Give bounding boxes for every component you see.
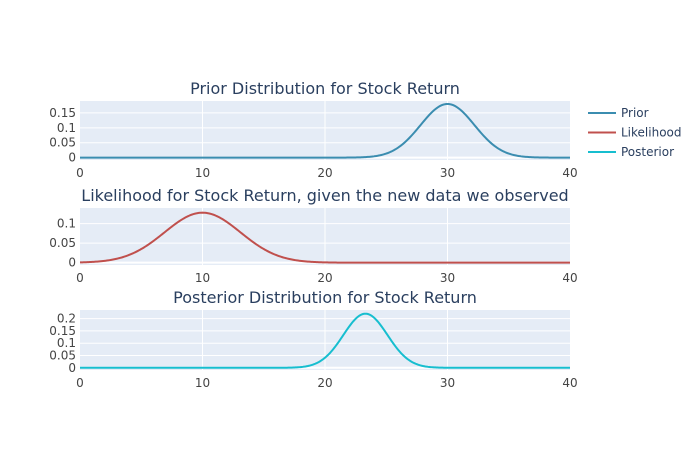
y-tick-label: 0.1 xyxy=(57,336,76,350)
series-line-likelihood[interactable] xyxy=(79,211,570,264)
legend-item-posterior[interactable]: Posterior xyxy=(588,145,674,159)
legend-item-prior[interactable]: Prior xyxy=(588,106,649,120)
legend-label: Likelihood xyxy=(621,126,682,140)
subplot-2: 0 10 20 30 40 0 0.05 0.1 Likelihood for Stock Re… xyxy=(49,186,577,285)
x-tick-label: 30 xyxy=(440,376,455,390)
y-tick-label: 0.05 xyxy=(49,136,76,150)
x-tick-label: 0 xyxy=(76,166,84,180)
legend-label: Prior xyxy=(621,106,649,120)
y-tick-label: 0.05 xyxy=(49,236,76,250)
y-tick-label: 0.15 xyxy=(49,324,76,338)
subplot-title: Likelihood for Stock Return, given the n… xyxy=(81,186,568,205)
y-tick-label: 0 xyxy=(68,256,76,270)
x-tick-label: 10 xyxy=(195,166,210,180)
y-tick-label: 0.1 xyxy=(57,121,76,135)
subplot-3: 0 10 20 30 40 00.050.10.150.2 Posterior Distri… xyxy=(49,288,577,390)
x-tick-label: 30 xyxy=(440,271,455,285)
series-line-posterior[interactable] xyxy=(80,312,570,369)
x-tick-label: 0 xyxy=(76,271,84,285)
x-tick-label: 20 xyxy=(317,271,332,285)
legend-item-likelihood[interactable]: Likelihood xyxy=(588,126,682,140)
x-tick-label: 40 xyxy=(562,271,577,285)
y-tick-label: 0 xyxy=(68,361,76,375)
x-tick-label: 40 xyxy=(562,376,577,390)
x-tick-label: 30 xyxy=(440,166,455,180)
x-tick-label: 40 xyxy=(562,166,577,180)
x-tick-label: 10 xyxy=(195,271,210,285)
y-tick-label: 0.15 xyxy=(49,106,76,120)
y-tick-label: 0.2 xyxy=(57,312,76,326)
subplot-title: Prior Distribution for Stock Return xyxy=(190,79,460,98)
series-line-prior[interactable] xyxy=(80,102,570,159)
subplot-title: Posterior Distribution for Stock Return xyxy=(173,288,477,307)
y-tick-label: 0.05 xyxy=(49,348,76,362)
x-tick-label: 20 xyxy=(317,376,332,390)
legend-label: Posterior xyxy=(621,145,674,159)
x-tick-label: 0 xyxy=(76,376,84,390)
y-tick-label: 0.1 xyxy=(57,217,76,231)
x-tick-label: 20 xyxy=(317,166,332,180)
x-tick-label: 10 xyxy=(195,376,210,390)
y-tick-label: 0 xyxy=(68,151,76,165)
legend[interactable]: Prior Likelihood Posterior xyxy=(588,106,682,159)
